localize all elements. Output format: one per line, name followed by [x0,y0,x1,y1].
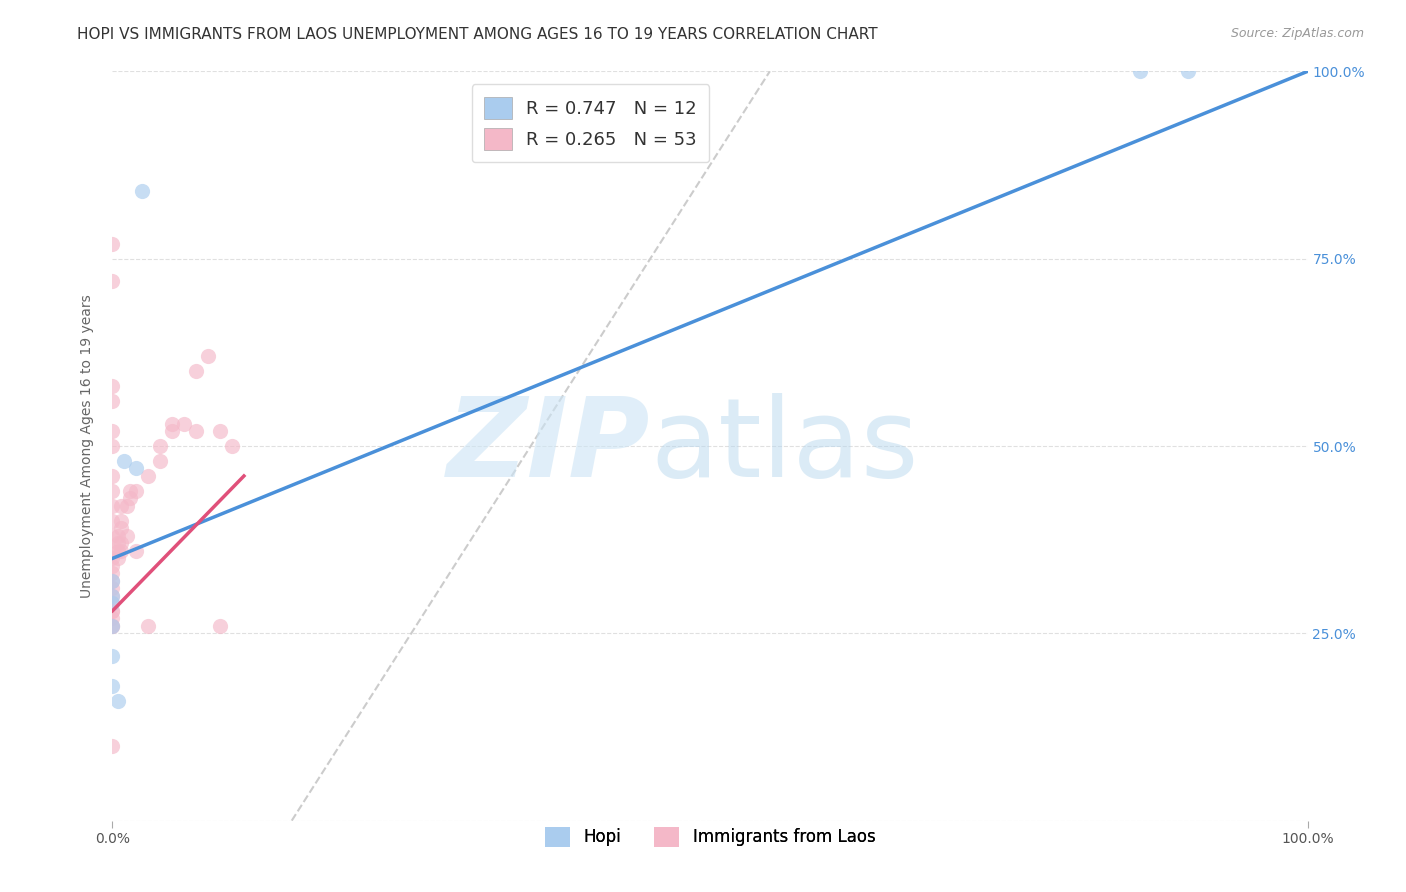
Point [107,536,129,550]
Point [101,574,124,588]
Point [110,514,132,528]
Point [101,529,124,543]
Text: HOPI VS IMMIGRANTS FROM LAOS UNEMPLOYMENT AMONG AGES 16 TO 19 YEARS CORRELATION : HOPI VS IMMIGRANTS FROM LAOS UNEMPLOYMEN… [77,27,877,42]
Point [120,483,142,498]
Point [186,424,208,438]
Point [1129,64,1152,78]
Point [101,589,124,603]
Text: Source: ZipAtlas.com: Source: ZipAtlas.com [1230,27,1364,40]
Point [101,379,124,393]
Point [162,424,183,438]
Point [110,521,132,535]
Point [101,499,124,513]
Point [101,558,124,573]
Point [125,544,148,558]
Point [138,469,160,483]
Point [101,566,124,581]
Point [125,483,148,498]
Point [101,582,124,596]
Point [101,596,124,610]
Point [107,544,129,558]
Point [101,469,124,483]
Point [186,364,208,378]
Point [197,349,219,363]
Point [101,589,124,603]
Point [209,619,232,633]
Point [221,439,243,453]
Point [149,439,172,453]
Point [101,424,124,438]
Point [209,424,232,438]
Point [120,491,142,506]
Point [101,574,124,588]
Point [101,604,124,618]
Point [107,551,129,566]
Point [101,236,124,251]
Point [101,604,124,618]
Point [115,499,138,513]
Point [101,483,124,498]
Point [101,619,124,633]
Point [131,184,153,198]
Point [101,394,124,409]
Point [115,529,138,543]
Point [125,461,148,475]
Point [101,551,124,566]
Point [114,454,135,468]
Point [101,611,124,625]
Point [101,739,124,753]
Point [173,417,195,431]
Point [149,454,172,468]
Point [101,648,124,663]
Legend: Hopi, Immigrants from Laos: Hopi, Immigrants from Laos [538,820,882,854]
Y-axis label: Unemployment Among Ages 16 to 19 years: Unemployment Among Ages 16 to 19 years [80,294,94,598]
Point [110,544,132,558]
Point [1177,64,1199,78]
Point [138,619,160,633]
Point [110,536,132,550]
Point [101,439,124,453]
Point [101,596,124,610]
Point [110,499,132,513]
Point [107,694,129,708]
Text: ZIP: ZIP [447,392,651,500]
Point [162,417,183,431]
Point [101,679,124,693]
Point [101,619,124,633]
Point [101,544,124,558]
Point [107,529,129,543]
Point [101,619,124,633]
Text: atlas: atlas [651,392,918,500]
Point [101,514,124,528]
Point [101,274,124,288]
